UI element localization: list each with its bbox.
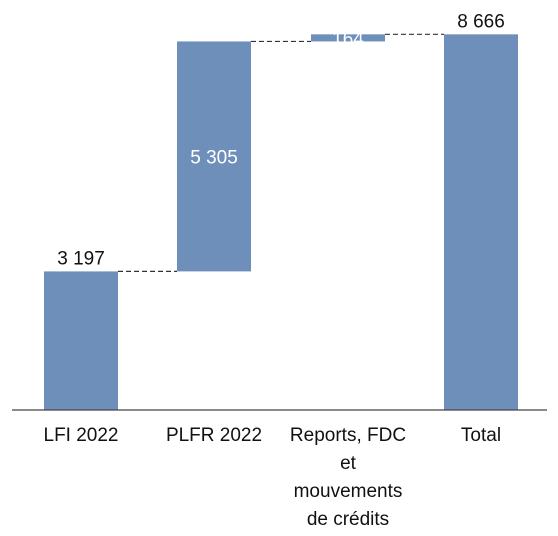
category-label-1: LFI 2022 <box>44 425 119 446</box>
value-labels: 3 197 5 305 164 8 666 <box>57 11 505 269</box>
category-label-3-line-2: et <box>340 453 357 474</box>
category-labels: LFI 2022 PLFR 2022 Reports, FDC et mouvement… <box>44 425 502 530</box>
bar-3 <box>311 34 385 42</box>
value-label-3: 164 <box>332 29 364 50</box>
bars <box>44 34 518 411</box>
category-label-3-line-4: de crédits <box>307 509 389 530</box>
category-label-2: PLFR 2022 <box>166 425 262 446</box>
category-label-3-line-3: mouvements <box>294 481 403 502</box>
bar-4 <box>444 34 518 411</box>
connector-lines <box>118 33 444 273</box>
bar-1 <box>44 271 118 410</box>
value-label-4: 8 666 <box>457 11 505 32</box>
category-label-3-line-1: Reports, FDC <box>290 425 406 446</box>
bar-2 <box>177 41 251 272</box>
category-label-4: Total <box>461 425 501 446</box>
value-label-2: 5 305 <box>190 147 238 168</box>
value-label-1: 3 197 <box>57 248 105 269</box>
